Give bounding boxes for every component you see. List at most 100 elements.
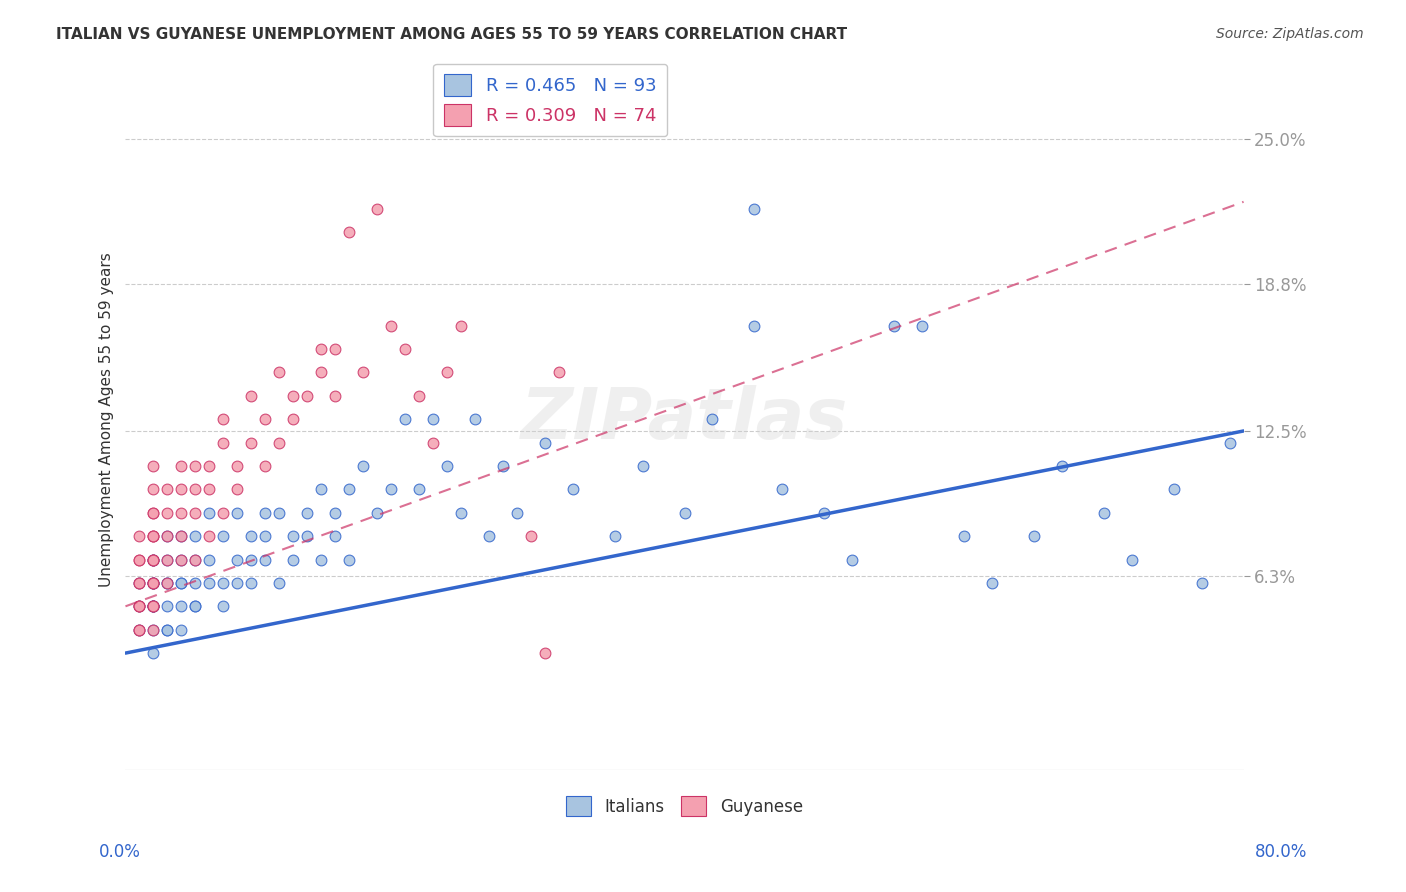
Point [142,576,165,591]
Point [478,529,501,543]
Point [198,506,221,520]
Point [269,435,291,450]
Point [323,389,346,403]
Point [240,435,263,450]
Point [883,318,905,333]
Point [226,576,249,591]
Point [603,529,626,543]
Point [142,599,165,614]
Point [142,599,165,614]
Point [295,506,318,520]
Point [142,599,165,614]
Point [702,412,724,426]
Point [170,506,193,520]
Point [1191,576,1213,591]
Point [142,599,165,614]
Point [128,599,150,614]
Point [212,506,235,520]
Point [269,506,291,520]
Point [156,529,179,543]
Point [1092,506,1115,520]
Point [269,576,291,591]
Point [506,506,529,520]
Point [142,599,165,614]
Point [142,529,165,543]
Point [394,412,416,426]
Point [1022,529,1045,543]
Point [184,599,207,614]
Point [1050,458,1073,473]
Point [212,435,235,450]
Point [170,529,193,543]
Point [366,506,388,520]
Point [295,389,318,403]
Point [156,506,179,520]
Point [170,623,193,637]
Point [184,552,207,566]
Point [198,458,221,473]
Point [309,366,332,380]
Point [142,576,165,591]
Point [128,599,150,614]
Point [156,552,179,566]
Point [744,202,766,216]
Point [142,576,165,591]
Point [337,225,360,239]
Point [184,529,207,543]
Point [198,576,221,591]
Point [323,506,346,520]
Point [142,599,165,614]
Point [156,483,179,497]
Point [450,318,472,333]
Point [366,202,388,216]
Point [128,599,150,614]
Point [283,529,305,543]
Point [142,623,165,637]
Point [128,623,150,637]
Point [170,483,193,497]
Point [142,458,165,473]
Text: ZIPatlas: ZIPatlas [520,384,848,454]
Point [744,318,766,333]
Point [254,506,277,520]
Point [422,435,444,450]
Point [436,366,458,380]
Point [533,646,555,660]
Point [212,529,235,543]
Point [813,506,835,520]
Point [240,389,263,403]
Point [142,599,165,614]
Point [142,506,165,520]
Point [309,483,332,497]
Point [142,529,165,543]
Text: ITALIAN VS GUYANESE UNEMPLOYMENT AMONG AGES 55 TO 59 YEARS CORRELATION CHART: ITALIAN VS GUYANESE UNEMPLOYMENT AMONG A… [56,27,848,42]
Point [394,342,416,356]
Point [323,342,346,356]
Point [337,483,360,497]
Point [1163,483,1185,497]
Point [561,483,583,497]
Point [128,552,150,566]
Point [142,552,165,566]
Point [283,389,305,403]
Text: 0.0%: 0.0% [98,843,141,861]
Legend: Italians, Guyanese: Italians, Guyanese [558,788,811,825]
Point [533,435,555,450]
Point [142,483,165,497]
Text: Source: ZipAtlas.com: Source: ZipAtlas.com [1216,27,1364,41]
Point [184,599,207,614]
Point [953,529,976,543]
Point [128,576,150,591]
Point [283,552,305,566]
Point [380,318,402,333]
Point [184,506,207,520]
Point [198,483,221,497]
Point [156,623,179,637]
Point [170,552,193,566]
Point [170,529,193,543]
Point [128,599,150,614]
Point [240,576,263,591]
Point [184,458,207,473]
Point [309,342,332,356]
Point [269,366,291,380]
